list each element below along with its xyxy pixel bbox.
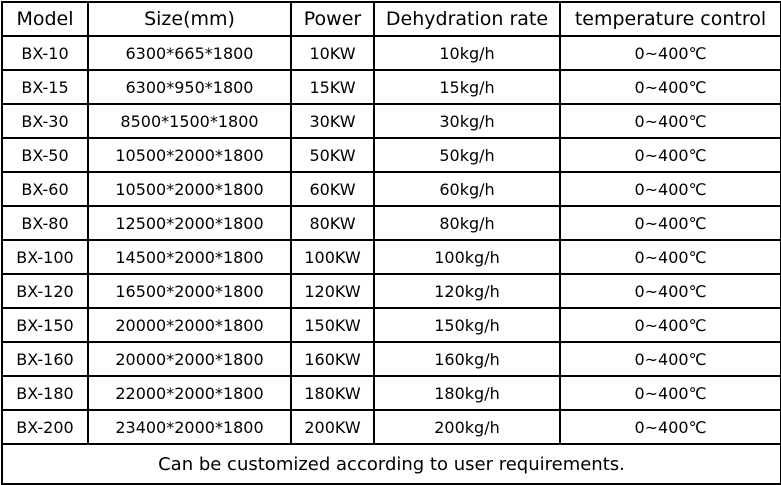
cell-temperature-control: 0~400℃ (559, 35, 781, 71)
cell-size: 12500*2000*1800 (87, 205, 292, 241)
cell-model: BX-15 (1, 69, 89, 105)
cell-size: 20000*2000*1800 (87, 341, 292, 377)
cell-size: 8500*1500*1800 (87, 103, 292, 139)
cell-model: BX-100 (1, 239, 89, 275)
cell-size: 10500*2000*1800 (87, 171, 292, 207)
cell-temperature-control: 0~400℃ (559, 307, 781, 343)
cell-model: BX-60 (1, 171, 89, 207)
cell-dehydration-rate: 30kg/h (373, 103, 561, 139)
cell-size: 6300*665*1800 (87, 35, 292, 71)
cell-power: 30KW (290, 103, 375, 139)
cell-power: 100KW (290, 239, 375, 275)
header-row: Model Size(mm) Power Dehydration rate te… (1, 1, 781, 37)
cell-size: 6300*950*1800 (87, 69, 292, 105)
table-body: BX-10 6300*665*1800 10KW 10kg/h 0~400℃ BX-15 6… (1, 35, 781, 445)
cell-model: BX-10 (1, 35, 89, 71)
cell-dehydration-rate: 10kg/h (373, 35, 561, 71)
cell-power: 60KW (290, 171, 375, 207)
cell-power: 150KW (290, 307, 375, 343)
cell-size: 23400*2000*1800 (87, 409, 292, 445)
table-row: BX-180 22000*2000*1800 180KW 180kg/h 0~400℃ (1, 375, 781, 411)
cell-dehydration-rate: 120kg/h (373, 273, 561, 309)
cell-dehydration-rate: 50kg/h (373, 137, 561, 173)
header-model: Model (1, 1, 89, 37)
cell-dehydration-rate: 100kg/h (373, 239, 561, 275)
cell-model: BX-80 (1, 205, 89, 241)
cell-dehydration-rate: 80kg/h (373, 205, 561, 241)
table-row: BX-100 14500*2000*1800 100KW 100kg/h 0~400℃ (1, 239, 781, 275)
cell-power: 120KW (290, 273, 375, 309)
cell-temperature-control: 0~400℃ (559, 341, 781, 377)
cell-power: 180KW (290, 375, 375, 411)
cell-temperature-control: 0~400℃ (559, 205, 781, 241)
cell-temperature-control: 0~400℃ (559, 69, 781, 105)
header-temperature-control: temperature control (559, 1, 781, 37)
table-row: BX-60 10500*2000*1800 60KW 60kg/h 0~400℃ (1, 171, 781, 207)
cell-temperature-control: 0~400℃ (559, 239, 781, 275)
cell-temperature-control: 0~400℃ (559, 273, 781, 309)
cell-temperature-control: 0~400℃ (559, 409, 781, 445)
cell-model: BX-150 (1, 307, 89, 343)
table-row: BX-10 6300*665*1800 10KW 10kg/h 0~400℃ (1, 35, 781, 71)
cell-model: BX-30 (1, 103, 89, 139)
cell-temperature-control: 0~400℃ (559, 375, 781, 411)
cell-power: 80KW (290, 205, 375, 241)
cell-model: BX-50 (1, 137, 89, 173)
cell-dehydration-rate: 15kg/h (373, 69, 561, 105)
cell-dehydration-rate: 160kg/h (373, 341, 561, 377)
cell-model: BX-200 (1, 409, 89, 445)
cell-model: BX-120 (1, 273, 89, 309)
table-row: BX-160 20000*2000*1800 160KW 160kg/h 0~400℃ (1, 341, 781, 377)
cell-size: 10500*2000*1800 (87, 137, 292, 173)
header-power: Power (290, 1, 375, 37)
cell-size: 22000*2000*1800 (87, 375, 292, 411)
table-row: BX-80 12500*2000*1800 80KW 80kg/h 0~400℃ (1, 205, 781, 241)
cell-power: 160KW (290, 341, 375, 377)
table-row: BX-200 23400*2000*1800 200KW 200kg/h 0~400℃ (1, 409, 781, 445)
cell-dehydration-rate: 180kg/h (373, 375, 561, 411)
header-size: Size(mm) (87, 1, 292, 37)
cell-size: 16500*2000*1800 (87, 273, 292, 309)
table-row: BX-15 6300*950*1800 15KW 15kg/h 0~400℃ (1, 69, 781, 105)
cell-power: 15KW (290, 69, 375, 105)
cell-temperature-control: 0~400℃ (559, 171, 781, 207)
cell-model: BX-160 (1, 341, 89, 377)
table-row: BX-30 8500*1500*1800 30KW 30kg/h 0~400℃ (1, 103, 781, 139)
cell-dehydration-rate: 60kg/h (373, 171, 561, 207)
table-row: BX-50 10500*2000*1800 50KW 50kg/h 0~400℃ (1, 137, 781, 173)
note-row: Can be customized according to user requ… (1, 443, 781, 485)
cell-dehydration-rate: 200kg/h (373, 409, 561, 445)
cell-power: 10KW (290, 35, 375, 71)
cell-temperature-control: 0~400℃ (559, 103, 781, 139)
cell-size: 20000*2000*1800 (87, 307, 292, 343)
cell-size: 14500*2000*1800 (87, 239, 292, 275)
header-dehydration-rate: Dehydration rate (373, 1, 561, 37)
cell-temperature-control: 0~400℃ (559, 137, 781, 173)
table-row: BX-150 20000*2000*1800 150KW 150kg/h 0~400℃ (1, 307, 781, 343)
cell-power: 50KW (290, 137, 375, 173)
cell-model: BX-180 (1, 375, 89, 411)
cell-power: 200KW (290, 409, 375, 445)
table-row: BX-120 16500*2000*1800 120KW 120kg/h 0~400℃ (1, 273, 781, 309)
cell-dehydration-rate: 150kg/h (373, 307, 561, 343)
customization-note: Can be customized according to user requ… (1, 443, 781, 485)
